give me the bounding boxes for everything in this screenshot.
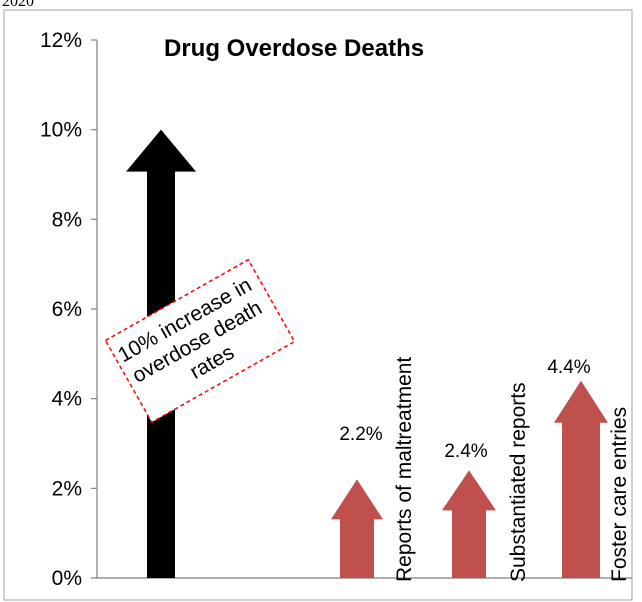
category-label: Substantiated reports (507, 382, 530, 582)
y-ticks: 0% 2% 4% 6% 8% 10% 12% (40, 29, 97, 590)
annotation-box (104, 258, 296, 424)
chart-labels: 2.2% 2.4% 4.4% Reports of maltreatment Subst… (339, 357, 631, 582)
annotation-callout: 10% increase in overdose death rates (104, 258, 296, 424)
y-tick-label: 12% (40, 29, 82, 52)
y-tick-label: 0% (52, 567, 82, 590)
arrow-mark (554, 380, 608, 578)
data-label: 2.2% (339, 424, 382, 445)
plot-frame (3, 9, 633, 601)
y-tick-label: 4% (52, 388, 82, 411)
y-tick-label: 8% (52, 208, 82, 231)
arrow-mark (442, 470, 496, 578)
chart-title: Drug Overdose Deaths (164, 35, 424, 62)
y-tick-label: 6% (52, 298, 82, 321)
data-label: 4.4% (547, 357, 590, 378)
header-fragment: 2020 (2, 0, 34, 10)
category-label: Foster care entries (608, 407, 631, 582)
data-label: 2.4% (444, 441, 487, 462)
category-label: Reports of maltreatment (393, 357, 416, 582)
arrow-mark (331, 479, 383, 578)
y-tick-label: 2% (52, 477, 82, 500)
y-tick-label: 10% (40, 119, 82, 142)
